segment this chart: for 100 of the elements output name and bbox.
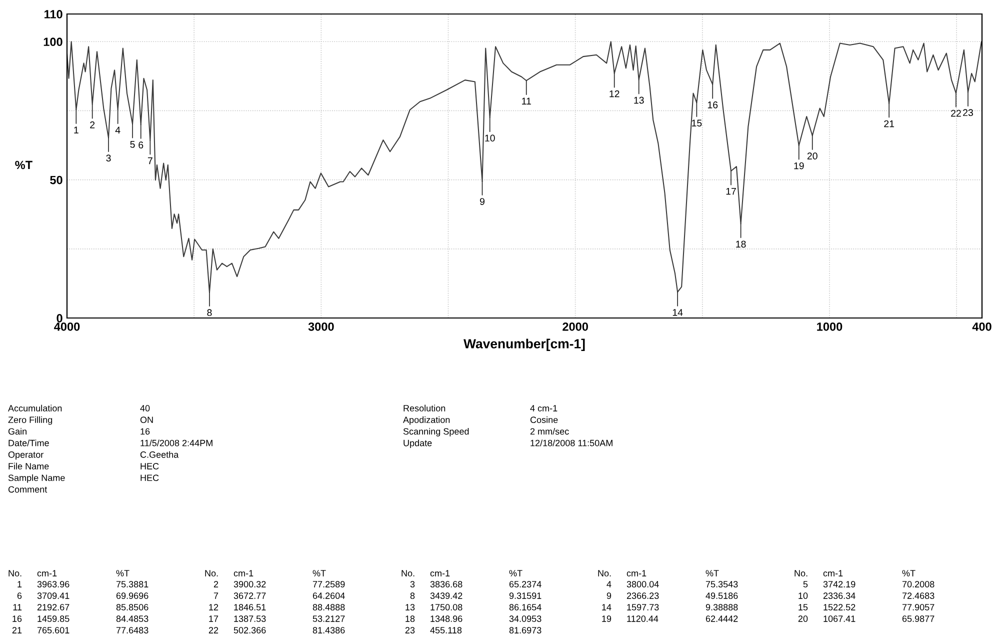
text: ON [140,416,153,424]
text: Operator [8,451,44,460]
text: 4 cm-1 [530,405,558,412]
text: 1597.73 [627,604,659,610]
annotation: 23 [963,109,973,116]
y-axis-title: %T [15,160,32,170]
y-tick-label: 0 [56,314,62,322]
annotation: 22 [951,110,961,117]
text: Accumulation [8,404,62,412]
annotation: 13 [634,96,644,104]
text: 17 [209,616,218,622]
text: 18 [406,616,415,622]
text: No. [402,570,414,576]
text: 20 [798,616,808,622]
y-tick-label: 110 [44,10,62,18]
text: 9.31591 [509,592,542,599]
text: File Name [8,462,49,470]
text: 65.9877 [902,616,934,622]
text: 64.2604 [312,592,345,599]
text: 12 [209,604,218,610]
text: 3672.77 [234,592,266,599]
annotation: 19 [794,162,804,170]
text: 3709.41 [37,592,70,599]
text: 9.38888 [706,604,738,610]
text: 9 [606,592,612,599]
text: 4 [606,581,612,588]
text: 14 [602,604,612,610]
annotation: 4 [115,126,120,134]
text: 3800.04 [626,581,659,588]
text: 65.2374 [509,581,542,588]
text: 16 [140,428,150,435]
text: Cosine [530,416,558,424]
text: 86.1654 [509,604,542,610]
text: 1846.51 [234,604,266,610]
x-tick-label: 400 [972,322,992,331]
text: 3836.68 [430,581,462,588]
text: 3742.19 [823,581,856,588]
text: No. [8,570,22,576]
line-series [67,41,982,293]
text: 81.6973 [509,627,542,634]
text: 11 [13,604,22,610]
annotation: 6 [138,142,144,148]
text: 1120.44 [627,616,658,622]
text: 1348.96 [430,616,462,622]
text: 8 [410,592,415,599]
text: HEC [140,463,159,470]
text: 3963.96 [37,581,70,588]
text: 1 [18,581,22,588]
text: cm-1 [823,570,843,576]
annotation: 7 [148,157,152,164]
annotation: 17 [726,188,736,195]
text: 11/5/2008 2:44PM [140,440,212,446]
text: %T [312,570,326,576]
text: cm-1 [430,570,450,576]
text: 455.118 [430,627,462,634]
y-tick-label: 100 [44,38,62,46]
text: %T [509,570,522,576]
annotation: 14 [672,309,683,316]
annotation: 15 [692,120,702,127]
text: Scanning Speed [403,428,469,436]
text: 7 [214,592,218,599]
text: 1067.41 [824,616,856,622]
annotation: 9 [480,198,484,205]
text: C.Geetha [140,451,179,458]
text: Zero Filling [8,416,52,425]
text: 3 [410,581,415,588]
text: Resolution [404,404,446,412]
text: 502.366 [234,627,266,634]
text: 765.601 [37,627,70,634]
text: Apodization [403,416,450,425]
text: 53.2127 [312,616,345,622]
annotation: 18 [736,240,746,248]
text: 3439.42 [430,592,462,599]
text: 15 [798,604,808,610]
text: No. [794,570,808,576]
annotation: 16 [708,101,718,108]
text: 2 mm/sec [530,428,569,435]
text: 6 [17,592,22,599]
x-tick-label: 3000 [308,322,334,331]
text: cm-1 [37,570,57,576]
text: 72.4683 [902,592,934,599]
text: 2366.23 [626,592,659,599]
annotation: 8 [207,309,212,316]
text: 5 [803,581,808,588]
text: Gain [8,428,26,435]
text: 19 [602,616,612,622]
text: Sample Name [8,474,65,483]
text: 75.3543 [706,581,738,588]
text: 12/18/2008 11:50AM [530,440,612,446]
text: 1750.08 [430,604,462,610]
text: Comment [8,486,48,493]
annotation: 21 [884,120,894,128]
text: 16 [12,616,22,622]
text: HEC [140,474,159,482]
text: %T [706,570,719,576]
x-axis-title: Wavenumber[cm-1] [464,338,585,352]
text: 1522.52 [824,604,856,610]
text: 2192.67 [37,604,70,610]
text: 2336.34 [823,592,856,599]
annotation: 3 [106,154,111,162]
